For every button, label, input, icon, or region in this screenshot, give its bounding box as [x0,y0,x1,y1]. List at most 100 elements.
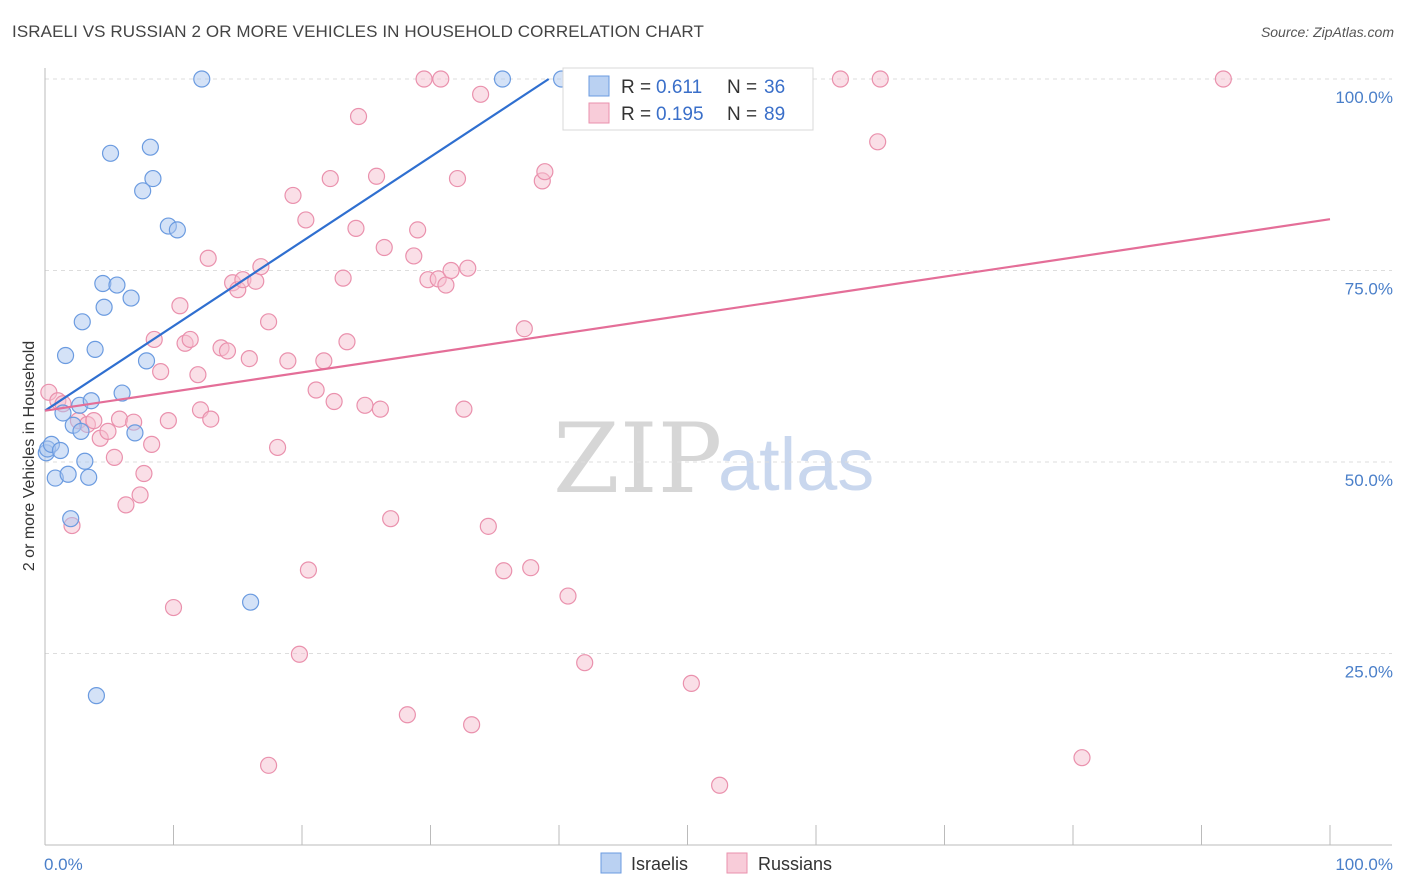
israelis-point [137,352,156,370]
israelis-point [94,274,112,293]
russians-point [143,435,161,453]
israelis-point [95,298,113,316]
russians-point [869,133,887,151]
watermark-zip: ZIP [553,403,722,515]
israelis-trend-line [44,78,550,412]
russians-point [382,510,400,528]
legend-swatch-israelis [588,75,610,97]
israelis-point [87,687,106,705]
watermark-atlas: atlas [718,423,874,506]
israelis-point [59,465,77,483]
israelis-point [76,452,94,470]
israelis-point [51,441,70,460]
russians-point [307,381,325,399]
y-tick-label: 25.0% [1345,663,1393,682]
russians-point [455,400,473,418]
israelis-point [144,169,162,188]
russians-point [495,562,513,580]
russians-point [559,587,577,605]
russians-point [831,70,850,88]
israelis-point [493,70,512,88]
source-label: Source: ZipAtlas.com [1260,24,1394,40]
russians-point [356,396,374,414]
russians-point [279,352,297,370]
russians-point [338,333,356,351]
russians-point [325,392,343,411]
israelis-point [168,221,186,239]
russians-point [437,276,455,294]
russians-point [442,261,460,280]
russians-point [284,186,302,205]
russians-point [515,320,533,338]
x-tick-label: 100.0% [1335,855,1393,874]
russians-point [199,249,217,267]
russians-point [110,410,129,428]
russians-point [536,163,554,181]
russians-point [159,412,177,430]
israelis-point [73,313,91,331]
y-axis-label: 2 or more Vehicles in Household [21,341,38,571]
russians-point [259,756,278,774]
legend-russians-n-value: 89 [764,104,785,125]
russians-point [448,169,467,188]
x-tick-label: 0.0% [44,855,83,874]
israelis-point [134,182,152,200]
legend-swatch-russians [588,102,610,124]
israelis-point [141,138,159,156]
bottom-legend-russians: Russians [758,854,832,874]
bottom-swatch-israelis [600,852,622,874]
legend-israelis-n-value: 36 [764,77,785,98]
y-tick-label: 75.0% [1345,280,1393,299]
bottom-legend-israelis: Israelis [631,854,688,874]
russians-point [479,517,497,535]
russians-point [371,400,389,418]
russians-point [522,559,540,577]
israelis-point [101,144,120,162]
legend-russians-r-value: 0.195 [656,104,704,125]
russians-point [463,716,481,734]
russians-point [347,219,365,237]
russians-point [259,313,278,331]
russians-point [871,70,889,88]
russians-point [398,706,416,724]
israelis-point [56,346,75,365]
russians-point [321,169,339,188]
russians-point [334,269,352,287]
russians-point [349,107,368,126]
israelis-point [126,424,144,442]
legend-israelis-r-value: 0.611 [656,77,702,98]
russians-point [164,598,183,617]
legend-russians-r-label: R = [621,104,656,125]
y-tick-label: 50.0% [1345,471,1393,490]
russians-point [375,238,393,257]
chart-title: ISRAELI VS RUSSIAN 2 OR MORE VEHICLES IN… [12,22,704,41]
bottom-swatch-russians [726,852,748,874]
russians-point [117,496,135,514]
russians-point [711,776,729,794]
russians-point [105,448,123,467]
russians-point [171,297,189,315]
russians-point [202,410,220,428]
series-legend: Israelis Russians [600,852,832,874]
russians-point [1214,70,1232,88]
israelis-point [62,510,80,528]
russians-point [367,167,386,185]
russians-point [405,247,423,265]
russians-point [1073,749,1091,767]
israelis-point [82,392,100,410]
russians-point [409,221,427,239]
russians-point [415,70,433,88]
russians-point [682,674,700,692]
russians-trend-line [44,218,1331,412]
russians-point [472,85,490,103]
tick-labels: 100.0% 75.0% 50.0% 25.0% 0.0% 100.0% [44,88,1393,874]
israelis-points [37,70,621,705]
russians-point [152,363,170,381]
legend-israelis-r-label: R = [621,77,656,98]
israelis-point [86,340,104,358]
russians-point [432,70,450,88]
russians-point [135,464,153,483]
